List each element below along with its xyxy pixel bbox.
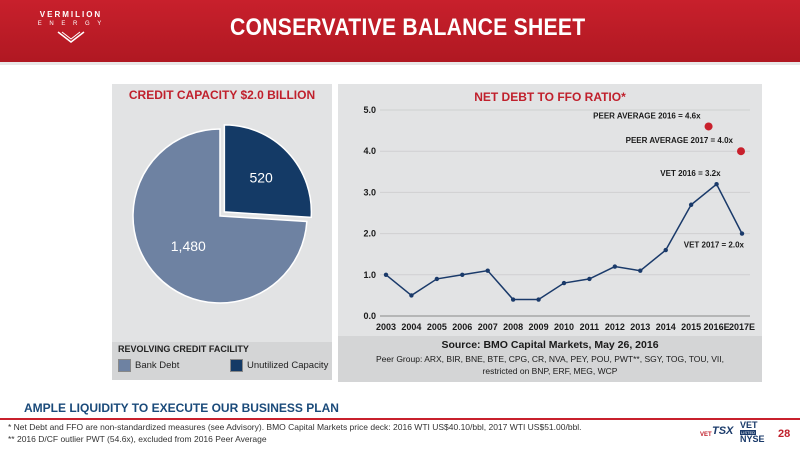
y-tick-label: 2.0 [363, 229, 376, 239]
series-point [536, 297, 541, 302]
y-tick-label: 0.0 [363, 311, 376, 321]
exchange-nyse: NYSE [740, 434, 765, 444]
series-point [383, 272, 389, 277]
series-point [434, 276, 440, 282]
x-tick-label: 2017E [729, 322, 755, 332]
y-tick-label: 4.0 [363, 146, 376, 156]
header-divider [0, 62, 800, 65]
series-point [714, 181, 719, 187]
pie-slice-unutilized [223, 124, 313, 219]
exchange-vet-small: VET [700, 432, 712, 438]
vet-2016-label: VET 2016 = 3.2x [660, 169, 721, 178]
peer-label-2017: PEER AVERAGE 2017 = 4.0x [626, 136, 734, 145]
y-tick-label: 3.0 [363, 187, 376, 197]
legend-item-bank-debt: Bank Debt [118, 359, 179, 372]
x-tick-label: 2004 [401, 322, 421, 332]
y-tick-label: 1.0 [363, 270, 376, 280]
x-tick-label: 2006 [452, 322, 472, 332]
legend-title: REVOLVING CREDIT FACILITY [118, 344, 249, 354]
footer-divider [0, 418, 800, 420]
pie-label-bank-debt: 1,480 [171, 238, 206, 254]
source-text: Source: BMO Capital Markets, May 26, 201… [441, 339, 659, 351]
x-tick-label: 2003 [376, 322, 396, 332]
exchange-listing-logo: VET TSX VET LISTED NYSE [700, 420, 770, 444]
series-point [612, 264, 618, 269]
x-tick-label: 2012 [605, 322, 625, 332]
peer-point-2017 [737, 147, 745, 156]
legend-label-unutilized: Unutilized Capacity [247, 360, 329, 371]
legend-label-bank-debt: Bank Debt [135, 360, 180, 371]
peer-label-2016: PEER AVERAGE 2016 = 4.6x [593, 111, 701, 120]
peer-group-line1: Peer Group: ARX, BIR, BNE, BTE, CPG, CR,… [376, 354, 724, 364]
credit-capacity-panel: CREDIT CAPACITY $2.0 BILLION 1,480 520 RE… [112, 84, 332, 380]
net-debt-ffo-panel: NET DEBT TO FFO RATIO* 0.0 1.0 2.0 3.0 4.0 5.… [338, 84, 762, 382]
exchange-vet: VET [740, 420, 758, 430]
x-tick-label: 2010 [554, 322, 574, 332]
peer-point-2016 [704, 122, 713, 131]
x-tick-label: 2014 [656, 322, 676, 332]
credit-pie-chart: 1,480 520 [132, 124, 313, 304]
peer-group-line2: restricted on BNP, ERF, MEG, WCP [482, 366, 618, 376]
footnote-2: ** 2016 D/CF outlier PWT (54.6x), exclud… [8, 434, 267, 444]
pie-label-unutilized: 520 [249, 169, 273, 185]
legend-swatch-unutilized [230, 359, 243, 372]
pie-slice-bank-debt [132, 128, 308, 304]
series-point [561, 280, 567, 286]
series-point [510, 297, 516, 302]
company-logo: VERMILION E N E R G Y [26, 8, 116, 58]
x-tick-label: 2008 [503, 322, 523, 332]
vet-2017-label: VET 2017 = 2.0x [684, 241, 745, 250]
y-tick-label: 5.0 [363, 105, 376, 115]
credit-capacity-title: CREDIT CAPACITY $2.0 BILLION [128, 88, 316, 102]
logo-wordmark: VERMILION [39, 10, 103, 19]
logo-chevron-icon [57, 31, 85, 43]
net-debt-line-chart: 0.0 1.0 2.0 3.0 4.0 5.0 2003 2004 2005 2006 2007 20… [363, 105, 755, 332]
series-point [587, 276, 592, 282]
series-point [688, 202, 694, 207]
x-tick-label: 2013 [630, 322, 650, 332]
x-tick-label: 2011 [580, 322, 600, 332]
logo-subtitle: E N E R G Y [37, 21, 105, 27]
source-box: Source: BMO Capital Markets, May 26, 201… [338, 336, 762, 382]
series-point [460, 272, 465, 277]
exchange-tsx: TSX [712, 425, 734, 437]
exchange-listed: LISTED [740, 430, 757, 435]
x-tick-label: 2009 [529, 322, 549, 332]
x-tick-label: 2005 [427, 322, 447, 332]
footnote-1: * Net Debt and FFO are non-standardized … [8, 422, 582, 432]
x-tick-label: 2015 [681, 322, 701, 332]
series-point [638, 268, 643, 273]
page-number: 28 [778, 428, 791, 440]
series-point [485, 268, 490, 273]
x-tick-label: 2007 [478, 322, 498, 332]
pie-legend: REVOLVING CREDIT FACILITY Bank Debt Unut… [112, 342, 332, 380]
series-point [409, 293, 414, 298]
page-title: CONSERVATIVE BALANCE SHEET [230, 14, 586, 41]
key-takeaway: AMPLE LIQUIDITY TO EXECUTE OUR BUSINESS … [24, 401, 339, 415]
header-bar: VERMILION E N E R G Y CONSERVATIVE BALAN… [0, 0, 800, 62]
legend-swatch-bank-debt [118, 359, 131, 372]
series-point [739, 231, 745, 236]
legend-item-unutilized: Unutilized Capacity [230, 359, 328, 372]
x-tick-label: 2016E [704, 322, 730, 332]
series-point [663, 247, 668, 253]
net-debt-ffo-title: NET DEBT TO FFO RATIO* [474, 90, 626, 104]
